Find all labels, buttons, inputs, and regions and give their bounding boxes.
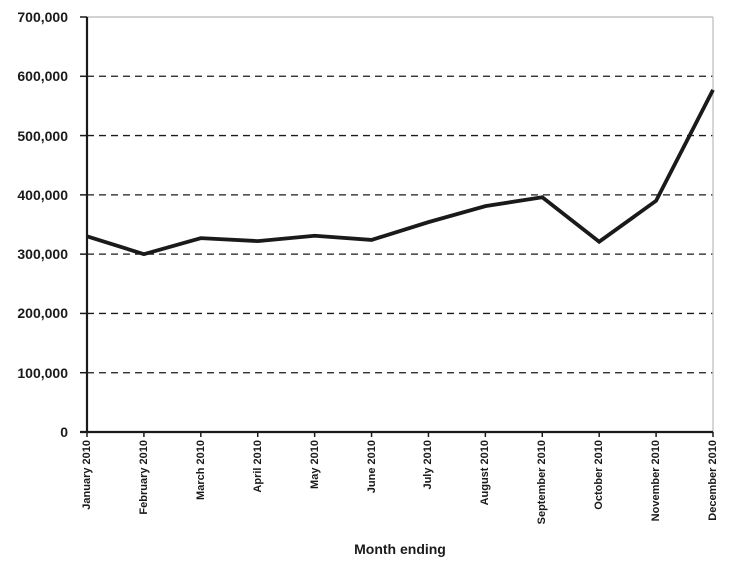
y-tick-label: 700,000	[17, 9, 68, 25]
x-tick-label: November 2010	[650, 440, 663, 522]
y-tick-label: 0	[60, 424, 68, 440]
x-tick-label: December 2010	[707, 440, 719, 521]
y-tick-label: 100,000	[17, 364, 68, 381]
y-tick-label: 300,000	[17, 246, 68, 263]
y-tick-label: 500,000	[17, 127, 68, 144]
y-tick-label: 200,000	[17, 305, 68, 322]
x-tick-label: October 2010	[593, 440, 606, 510]
x-tick-label: June 2010	[365, 440, 378, 494]
x-tick-label: May 2010	[308, 440, 321, 489]
x-axis-title: Month ending	[354, 541, 446, 557]
data-line	[86, 89, 715, 257]
x-tick-label: August 2010	[479, 440, 492, 506]
x-tick-label: February 2010	[137, 440, 150, 515]
x-tick-label: March 2010	[194, 440, 207, 500]
x-tick-label: January 2010	[81, 440, 93, 510]
x-tick-label: July 2010	[422, 440, 435, 490]
y-tick-label: 400,000	[17, 186, 68, 203]
x-tick-label: April 2010	[251, 440, 264, 493]
x-tick-label: September 2010	[536, 440, 549, 525]
y-tick-label: 600,000	[17, 68, 68, 85]
